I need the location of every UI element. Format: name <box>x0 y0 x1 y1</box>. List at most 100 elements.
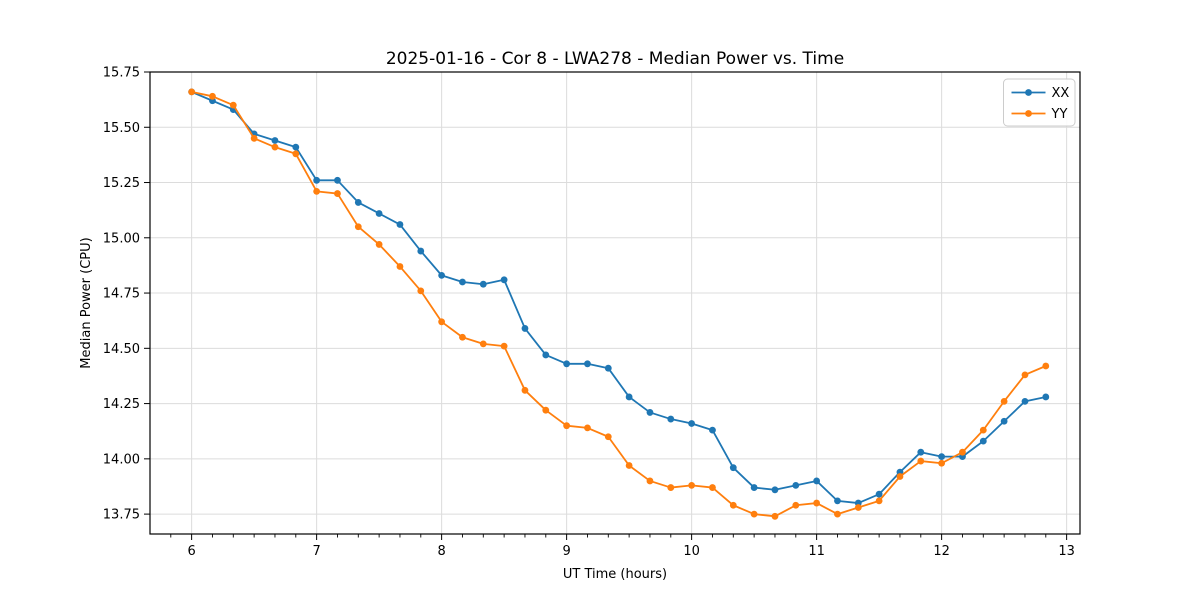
data-point-YY <box>896 473 904 480</box>
y-tick-label: 15.50 <box>103 121 140 136</box>
x-tick-label: 8 <box>437 544 445 559</box>
data-point-YY <box>813 499 821 507</box>
data-point-XX <box>688 420 696 427</box>
data-point-YY <box>313 187 321 195</box>
data-point-YY <box>854 504 862 511</box>
data-point-YY <box>750 510 758 518</box>
data-point-XX <box>375 210 383 217</box>
data-point-YY <box>459 333 466 341</box>
data-point-YY <box>646 477 654 485</box>
data-point-YY <box>771 512 779 520</box>
data-point-YY <box>1021 371 1029 379</box>
data-point-YY <box>834 510 841 518</box>
data-point-YY <box>500 342 508 350</box>
data-point-XX <box>417 247 425 255</box>
data-point-YY <box>1000 397 1008 405</box>
data-point-XX <box>729 464 737 472</box>
data-point-YY <box>292 150 300 158</box>
data-point-XX <box>667 415 675 423</box>
data-point-XX <box>834 497 841 505</box>
data-point-YY <box>604 433 612 441</box>
series-YY <box>188 88 1050 520</box>
data-point-XX <box>813 477 821 485</box>
legend-marker-YY <box>1025 110 1032 117</box>
data-point-XX <box>1042 393 1050 401</box>
legend-label-XX: XX <box>1052 86 1070 101</box>
y-tick-label: 14.50 <box>103 342 140 357</box>
data-point-XX <box>438 271 446 279</box>
data-point-XX <box>459 278 466 286</box>
data-point-XX <box>479 280 487 288</box>
data-point-YY <box>709 484 716 491</box>
data-point-YY <box>729 501 737 509</box>
data-point-XX <box>313 176 321 184</box>
data-point-XX <box>584 360 591 368</box>
y-tick-label: 14.25 <box>103 397 140 412</box>
data-point-XX <box>979 437 987 445</box>
data-point-XX <box>542 351 550 359</box>
y-tick-label: 14.75 <box>103 287 140 302</box>
axis-ticks: 13.75 14.00 14.25 14.50 14.75 15.00 15.25 15.50… <box>103 66 1075 560</box>
data-point-YY <box>438 318 446 326</box>
y-tick-label: 15.25 <box>103 176 140 191</box>
data-point-XX <box>604 364 612 372</box>
data-point-YY <box>209 92 216 100</box>
data-point-XX <box>292 143 300 151</box>
x-tick-label: 12 <box>933 544 950 559</box>
data-point-YY <box>1042 362 1050 370</box>
data-point-YY <box>625 462 633 469</box>
data-point-XX <box>396 221 404 228</box>
data-point-YY <box>479 340 487 348</box>
data-point-YY <box>979 426 987 434</box>
data-point-YY <box>959 448 966 456</box>
data-point-YY <box>792 501 800 509</box>
data-point-YY <box>917 457 925 465</box>
data-point-XX <box>521 325 529 332</box>
data-point-XX <box>625 393 633 401</box>
data-point-XX <box>917 448 925 456</box>
data-point-YY <box>417 287 425 295</box>
data-point-YY <box>229 101 237 109</box>
data-point-XX <box>354 199 362 206</box>
data-point-YY <box>396 263 404 270</box>
data-point-YY <box>521 386 529 394</box>
series-line-XX <box>191 91 1046 504</box>
y-tick-label: 15.00 <box>103 231 140 246</box>
plot-border <box>149 71 1081 535</box>
data-point-YY <box>938 459 946 467</box>
x-axis-label: UT Time (hours) <box>563 567 667 582</box>
data-series <box>188 88 1050 520</box>
data-point-XX <box>271 137 279 144</box>
x-tick-label: 7 <box>312 544 320 559</box>
data-point-YY <box>271 143 279 151</box>
data-point-XX <box>334 176 341 184</box>
axes-spines <box>149 71 1081 535</box>
legend: XX YY <box>1003 78 1076 127</box>
data-point-XX <box>938 453 946 461</box>
x-tick-label: 6 <box>187 544 195 559</box>
data-point-YY <box>188 88 196 96</box>
data-point-XX <box>875 490 883 498</box>
data-point-XX <box>563 360 571 368</box>
y-tick-label: 15.75 <box>103 66 140 81</box>
x-tick-label: 11 <box>808 544 825 559</box>
series-XX <box>188 88 1050 507</box>
data-point-XX <box>646 409 654 416</box>
x-tick-label: 9 <box>562 544 570 559</box>
y-tick-label: 14.00 <box>103 452 140 467</box>
data-point-YY <box>542 406 550 414</box>
legend-label-YY: YY <box>1051 107 1068 122</box>
data-point-XX <box>500 276 508 284</box>
y-tick-label: 13.75 <box>103 508 140 523</box>
data-point-YY <box>334 190 341 197</box>
x-tick-label: 10 <box>683 544 700 559</box>
data-point-YY <box>875 497 883 505</box>
data-point-XX <box>709 426 716 434</box>
data-point-XX <box>1000 417 1008 425</box>
data-point-YY <box>375 241 383 248</box>
data-point-XX <box>792 481 800 489</box>
y-axis-label: Median Power (CPU) <box>79 237 94 368</box>
data-point-YY <box>688 481 696 489</box>
